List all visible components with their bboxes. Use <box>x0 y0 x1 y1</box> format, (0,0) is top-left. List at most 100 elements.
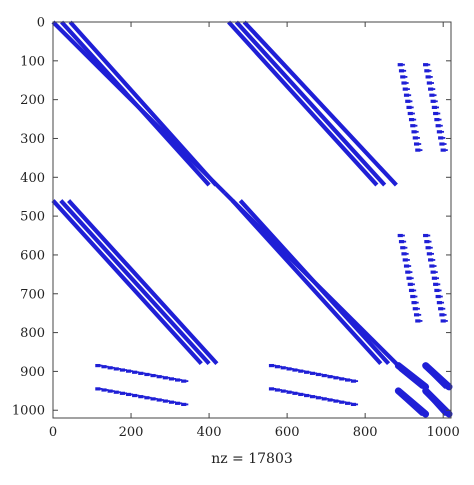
dotted-band-mark <box>280 366 286 370</box>
dotted-band-mark <box>143 395 146 398</box>
dotted-band-mark <box>107 366 113 370</box>
dotted-band-mark <box>405 99 411 103</box>
dotted-band-mark <box>186 380 189 383</box>
dotted-band-mark <box>101 365 107 369</box>
y-tick-label: 0 <box>37 16 45 31</box>
dotted-band-mark <box>417 307 420 310</box>
dotted-band-mark <box>441 301 445 304</box>
dotted-band-mark <box>124 369 127 371</box>
dotted-band-mark <box>400 246 406 250</box>
dotted-band-mark <box>431 252 434 255</box>
dotted-band-mark <box>420 149 423 152</box>
dotted-band-mark <box>412 307 418 311</box>
dotted-band-mark <box>443 307 446 310</box>
dotted-band-mark <box>434 94 437 97</box>
dotted-band-mark <box>321 373 327 378</box>
y-tick-label: 300 <box>20 132 45 147</box>
dotted-band-mark <box>179 402 183 405</box>
dotted-band-mark <box>425 246 431 250</box>
dotted-band-mark <box>350 379 357 383</box>
dotted-band-mark <box>410 100 413 103</box>
dotted-band-mark <box>415 148 421 152</box>
dotted-band-mark <box>304 370 310 374</box>
y-tick-label: 500 <box>20 210 45 225</box>
x-axis: 0 200 400 600 800 1000 <box>49 22 460 440</box>
dotted-band-8 <box>268 387 359 407</box>
dotted-band-mark <box>119 368 125 372</box>
dotted-band-mark <box>355 380 359 383</box>
dotted-band-mark <box>112 366 115 369</box>
dotted-band-mark <box>423 63 429 67</box>
dotted-band-mark <box>429 93 435 97</box>
dotted-band-mark <box>400 75 406 79</box>
dotted-band-mark <box>315 396 321 400</box>
x-tick-label: 400 <box>197 425 222 440</box>
dotted-band-mark <box>118 368 121 370</box>
y-tick-label: 600 <box>20 248 45 263</box>
dotted-band-mark <box>119 391 125 395</box>
dotted-band-mark <box>125 392 132 397</box>
dotted-band-mark <box>440 295 443 298</box>
dotted-band-mark <box>411 106 414 109</box>
dotted-band-mark <box>429 240 432 243</box>
plot-area <box>51 20 453 418</box>
dotted-band-mark <box>433 111 439 116</box>
dotted-band-mark <box>435 271 438 274</box>
dotted-band-mark <box>403 240 407 243</box>
diagonal-band-7 <box>242 20 398 187</box>
dotted-band-mark <box>436 277 440 280</box>
dotted-band-mark <box>118 391 121 394</box>
dotted-band-mark <box>155 374 158 377</box>
dotted-band-mark <box>423 233 429 238</box>
dotted-band-mark <box>100 387 103 390</box>
dotted-band-mark <box>444 143 447 145</box>
dotted-band-mark <box>112 390 115 393</box>
dotted-band-mark <box>132 393 138 398</box>
dotted-band-mark <box>403 264 410 268</box>
dotted-band-mark <box>156 375 162 379</box>
dotted-band-mark <box>430 246 433 249</box>
dotted-band-mark <box>138 371 144 375</box>
dotted-band-mark <box>413 289 417 292</box>
dotted-band-mark <box>420 320 423 322</box>
dotted-band-mark <box>433 88 436 91</box>
dotted-band-mark <box>433 259 436 261</box>
dotted-band-mark <box>408 288 415 293</box>
dotted-band-mark <box>280 389 286 393</box>
dotted-band-mark <box>402 234 405 237</box>
dotted-band-mark <box>339 400 345 404</box>
x-tick-label: 600 <box>275 425 300 440</box>
dotted-band-mark <box>107 389 113 393</box>
dotted-band-mark <box>150 397 156 401</box>
dotted-band-mark <box>333 399 339 403</box>
dotted-band-mark <box>413 118 417 121</box>
dotted-band-mark <box>410 294 416 299</box>
dotted-band-mark <box>327 375 333 379</box>
diagonal-band-6 <box>234 20 387 187</box>
dotted-band-mark <box>274 388 280 392</box>
dotted-band-mark <box>408 265 412 267</box>
dotted-band-mark <box>327 398 333 402</box>
dotted-band-mark <box>398 69 405 73</box>
dotted-band-mark <box>425 75 431 79</box>
dotted-band-mark <box>434 265 437 267</box>
dotted-band-mark <box>174 401 181 405</box>
dotted-band-mark <box>418 313 422 316</box>
dotted-band-mark <box>130 393 134 396</box>
dotted-band-mark <box>424 69 430 73</box>
dotted-band-mark <box>95 363 101 368</box>
dotted-band-mark <box>167 400 170 402</box>
dotted-band-mark <box>440 319 446 323</box>
y-tick-label: 1000 <box>12 404 45 419</box>
dotted-band-mark <box>445 320 448 322</box>
diagonal-band-10 <box>67 199 219 366</box>
diagonal-band-12 <box>238 199 391 366</box>
dotted-band-mark <box>416 301 419 304</box>
dense-block-diagonal <box>398 393 424 416</box>
dotted-band-mark <box>415 124 418 127</box>
dotted-band-mark <box>144 396 150 400</box>
dotted-band-4 <box>423 233 448 323</box>
dotted-band-mark <box>309 395 316 399</box>
dotted-band-mark <box>426 252 432 256</box>
